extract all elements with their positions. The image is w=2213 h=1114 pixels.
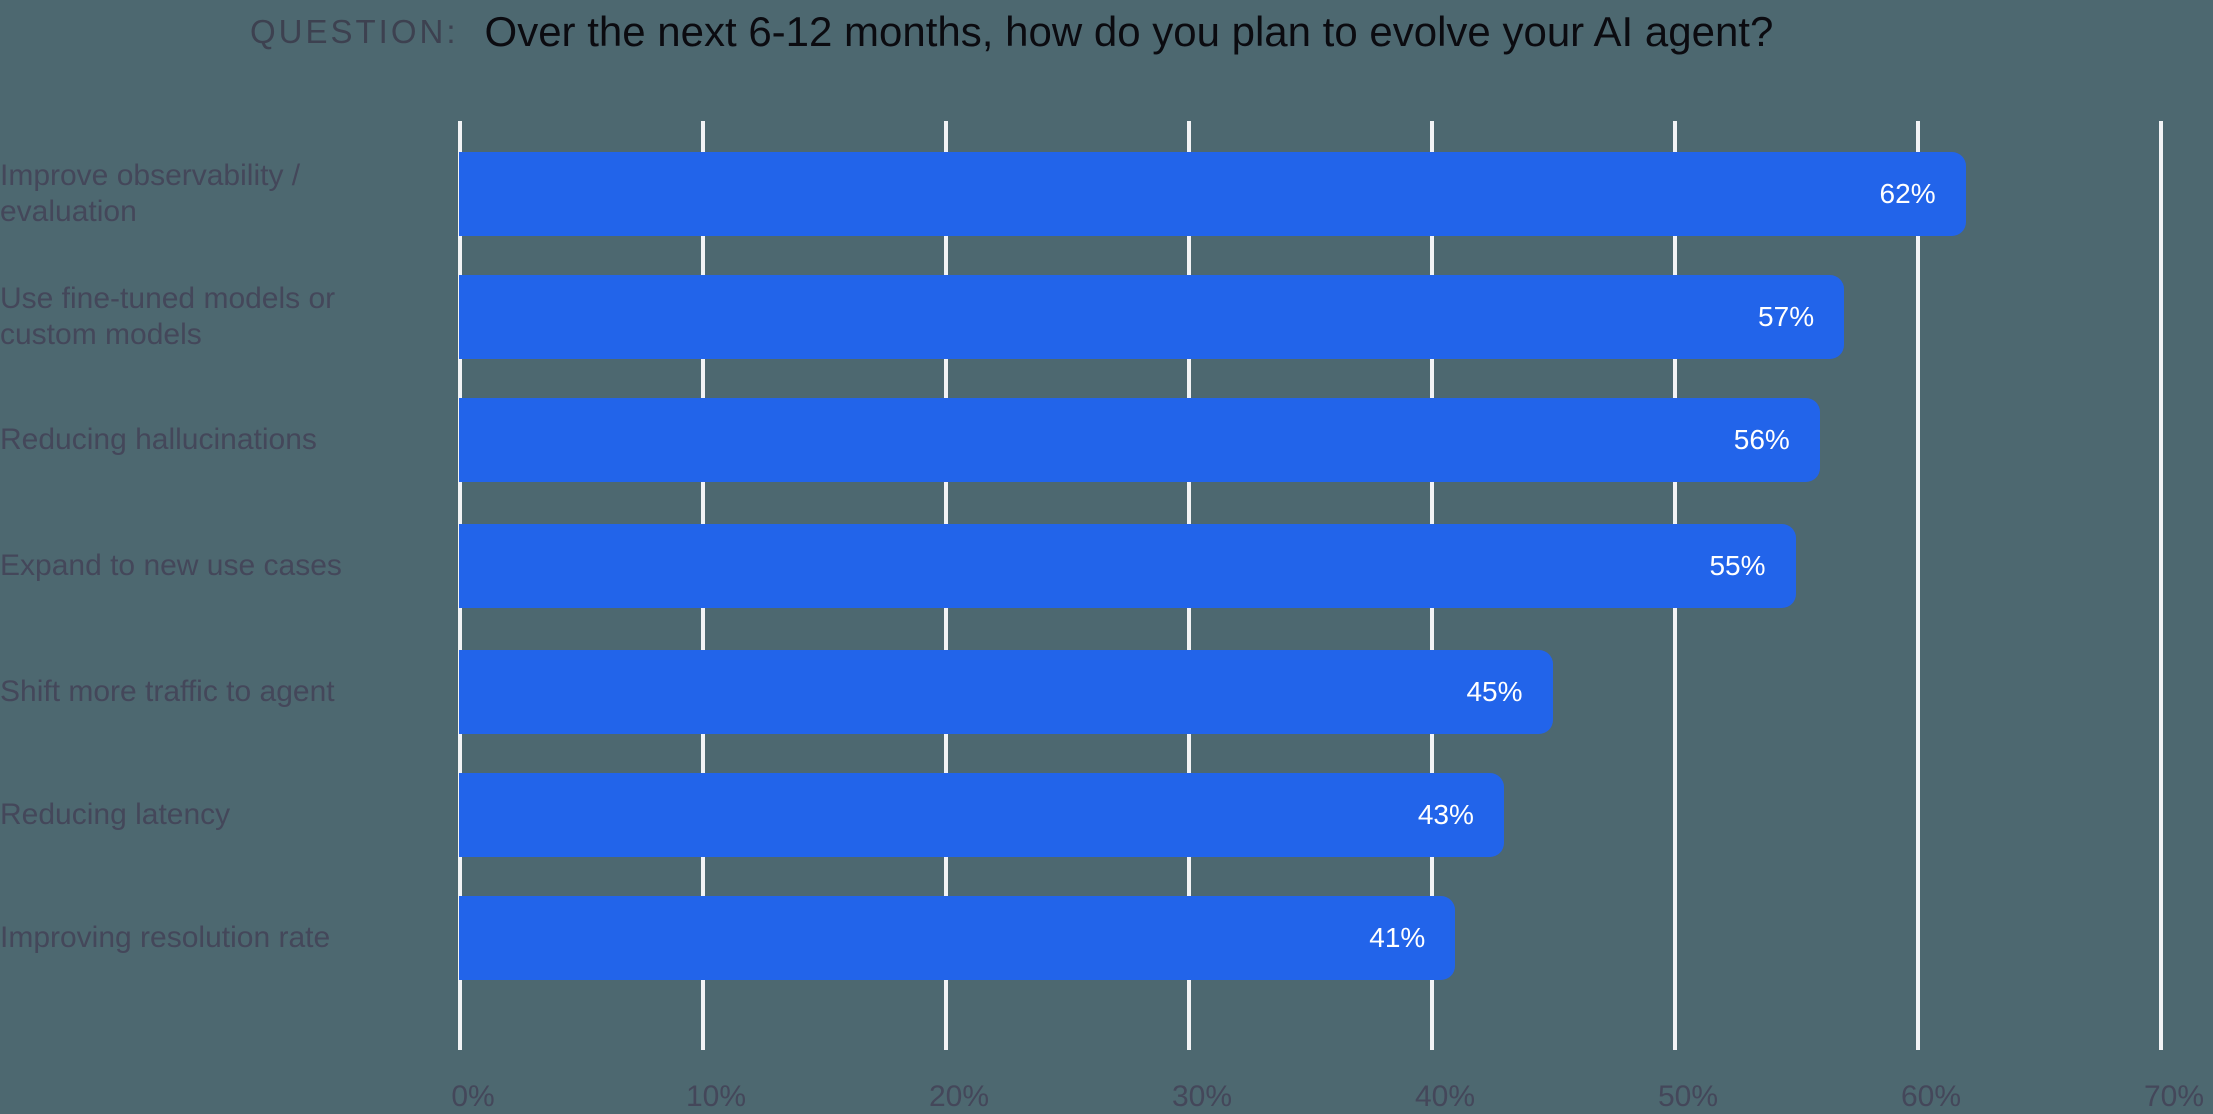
x-tick-label: 70% — [2143, 1080, 2205, 1113]
bar-value-label: 45% — [1466, 676, 1523, 707]
x-tick-label: 50% — [1657, 1080, 1719, 1113]
bar-value-label: 41% — [1369, 922, 1426, 953]
bar: 55% — [459, 524, 1796, 608]
gridline — [2159, 121, 2163, 1050]
bar-value-label: 43% — [1417, 799, 1474, 830]
category-label: Improve observability / evaluation — [0, 159, 301, 228]
category-label: Reducing hallucinations — [0, 423, 317, 456]
category-label: Use fine-tuned models or custom models — [0, 282, 336, 351]
bar-value-label: 56% — [1733, 424, 1790, 455]
bar: 43% — [459, 773, 1504, 857]
bar: 56% — [459, 398, 1820, 482]
x-tick-label: 10% — [685, 1080, 747, 1113]
bar-value-label: 55% — [1709, 550, 1766, 581]
bar: 62% — [459, 152, 1966, 236]
category-label: Expand to new use cases — [0, 549, 342, 582]
x-tick-label: 0% — [451, 1080, 495, 1113]
category-label: Shift more traffic to agent — [0, 675, 335, 708]
x-tick-label: 30% — [1171, 1080, 1233, 1113]
category-label: Reducing latency — [0, 798, 231, 831]
bar-value-label: 57% — [1758, 301, 1815, 332]
chart-title: QUESTION: Over the next 6-12 months, how… — [250, 2, 1773, 62]
bar: 45% — [459, 650, 1553, 734]
category-label: Improving resolution rate — [0, 921, 331, 954]
question-text: Over the next 6-12 months, how do you pl… — [484, 8, 1774, 55]
question-prefix: QUESTION: — [250, 13, 459, 50]
x-tick-label: 20% — [928, 1080, 990, 1113]
bar: 41% — [459, 896, 1456, 980]
gridline — [1916, 121, 1920, 1050]
bar: 57% — [459, 275, 1845, 359]
x-tick-label: 60% — [1900, 1080, 1962, 1113]
x-tick-label: 40% — [1414, 1080, 1476, 1113]
bar-value-label: 62% — [1879, 178, 1936, 209]
